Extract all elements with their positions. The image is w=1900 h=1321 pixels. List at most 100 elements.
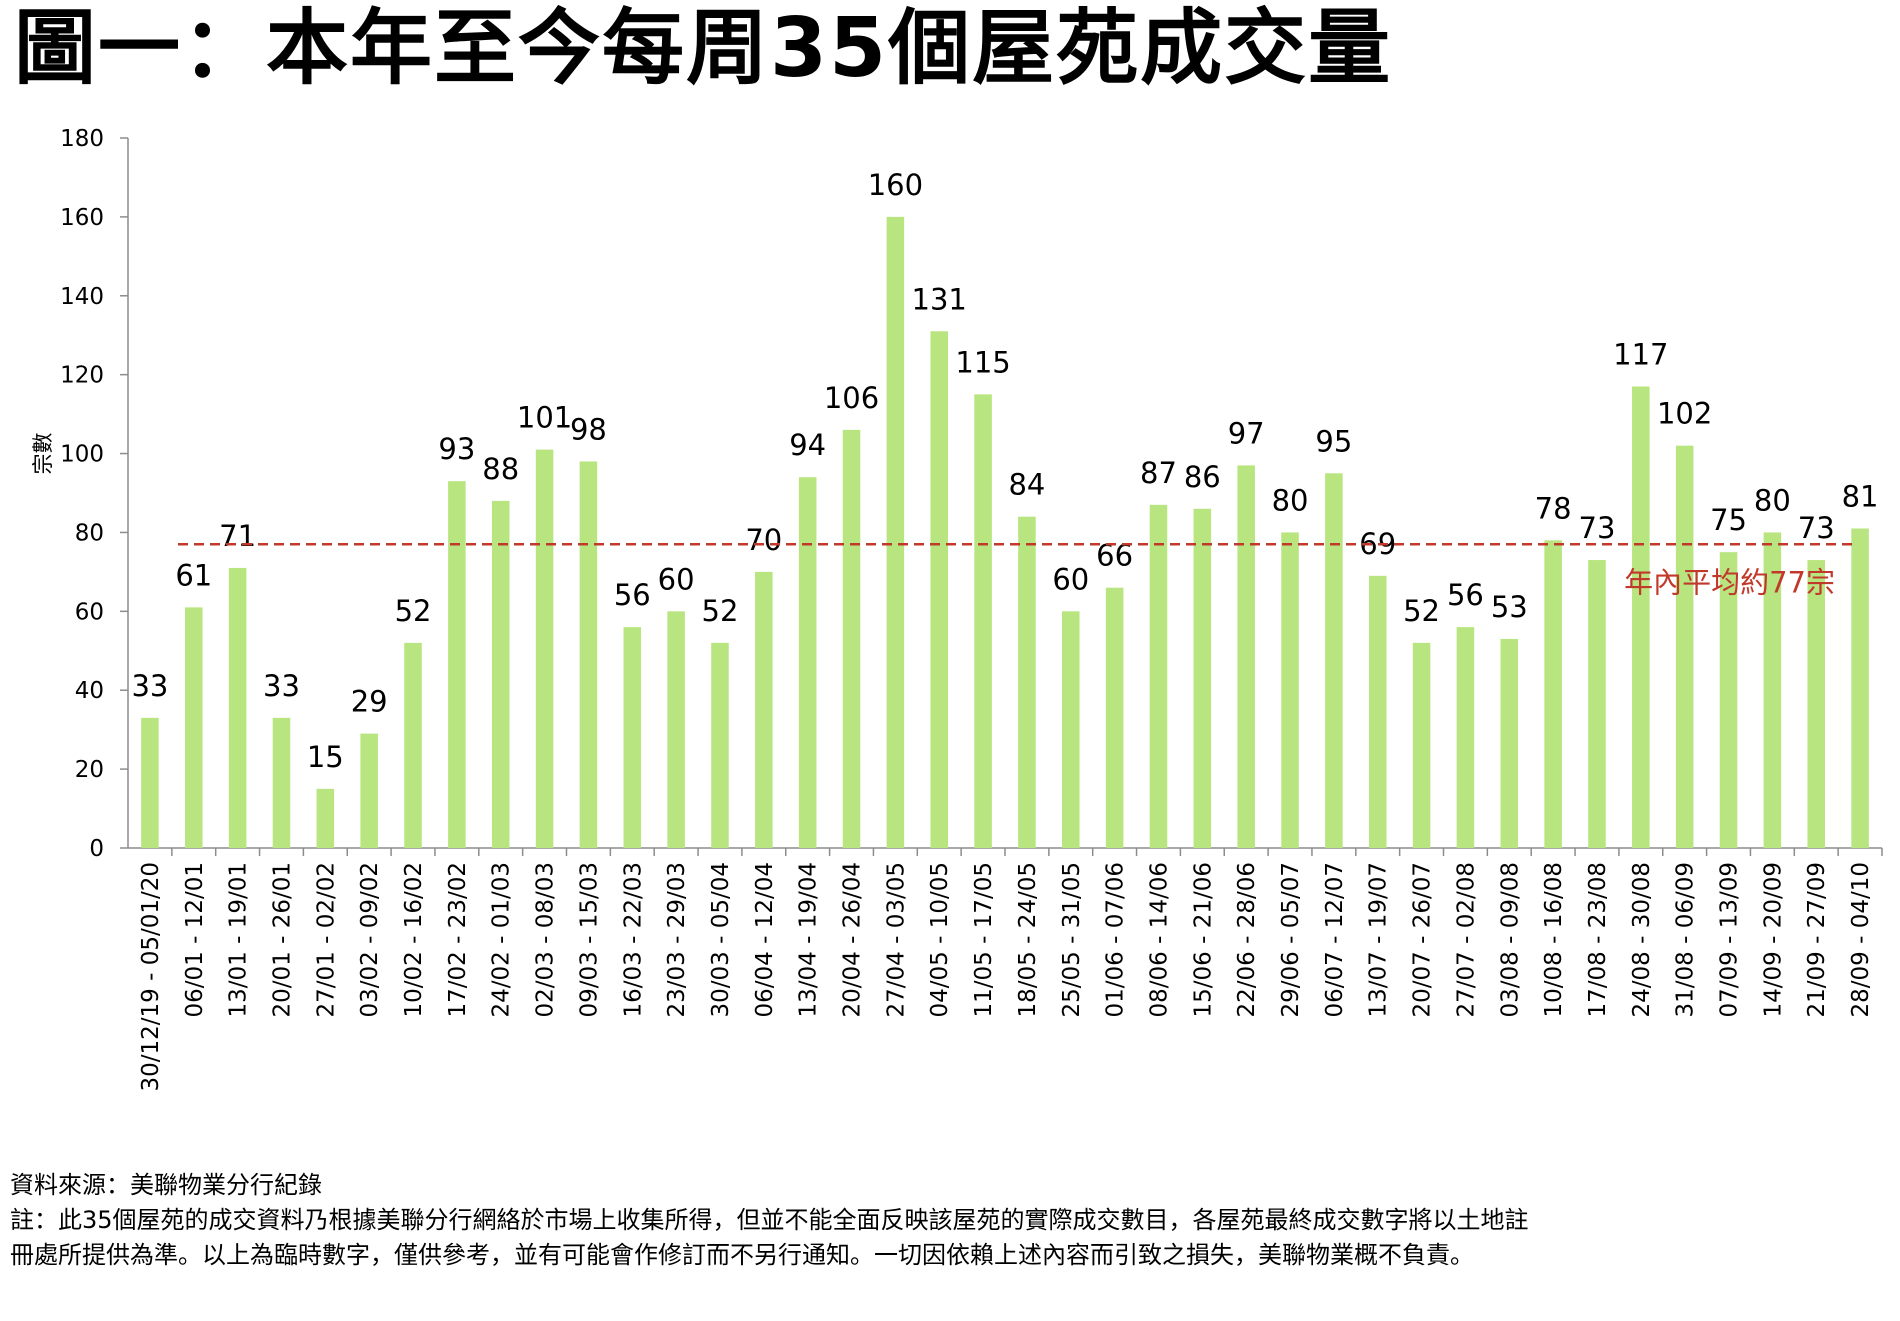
- bar: [1193, 508, 1212, 848]
- bar: [1325, 473, 1343, 848]
- bar-value-label: 61: [175, 558, 212, 592]
- x-tick-label: 18/05 - 24/05: [1015, 862, 1041, 1018]
- x-tick-label: 25/05 - 31/05: [1059, 862, 1085, 1018]
- source-note: 資料來源：美聯物業分行紀錄: [10, 1171, 322, 1199]
- bar-value-label: 52: [702, 594, 739, 628]
- bar: [1149, 504, 1168, 848]
- bar-value-label: 56: [614, 578, 651, 612]
- bar: [974, 394, 992, 848]
- bar: [404, 642, 422, 848]
- bar-value-label: 78: [1535, 491, 1572, 525]
- x-tick-label: 30/12/19 - 05/01/20: [138, 862, 164, 1092]
- bar-value-label: 101: [517, 401, 572, 435]
- bar: [1412, 642, 1431, 848]
- x-tick-label: 06/07 - 12/07: [1322, 862, 1348, 1018]
- bar: [228, 567, 247, 848]
- bar: [316, 788, 335, 848]
- x-tick-label: 23/03 - 29/03: [664, 862, 690, 1018]
- bar-value-label: 80: [1754, 483, 1791, 517]
- disclaimer-line-2: 冊處所提供為準。以上為臨時數字，僅供參考，並有可能會作修訂而不另行通知。一切因依…: [10, 1241, 1474, 1269]
- x-tick-label: 21/09 - 27/09: [1804, 862, 1830, 1018]
- bar-value-label: 98: [570, 412, 607, 446]
- bar: [930, 331, 948, 848]
- bar-value-label: 87: [1140, 456, 1177, 490]
- bar: [1719, 552, 1738, 848]
- x-tick-label: 02/03 - 08/03: [533, 862, 559, 1018]
- bar-value-label: 84: [1008, 468, 1045, 502]
- y-tick-label: 160: [60, 205, 104, 231]
- bar: [1851, 528, 1869, 848]
- bar-value-label: 93: [438, 432, 475, 466]
- bar: [1632, 386, 1650, 848]
- bar-value-label: 117: [1613, 338, 1668, 372]
- bar-value-label: 73: [1798, 511, 1835, 545]
- x-tick-label: 15/06 - 21/06: [1190, 862, 1216, 1018]
- y-tick-label: 180: [60, 126, 104, 152]
- y-tick-label: 40: [75, 678, 104, 704]
- bar-value-label: 33: [263, 669, 300, 703]
- bar-value-label: 106: [824, 381, 879, 415]
- x-tick-label: 09/03 - 15/03: [576, 862, 602, 1018]
- x-tick-label: 04/05 - 10/05: [927, 862, 953, 1018]
- x-tick-label: 14/09 - 20/09: [1760, 862, 1786, 1018]
- y-tick-label: 100: [60, 442, 104, 468]
- x-tick-label: 13/01 - 19/01: [226, 862, 252, 1018]
- x-tick-label: 27/04 - 03/05: [883, 862, 909, 1018]
- x-tick-label: 17/08 - 23/08: [1585, 862, 1611, 1018]
- bar: [1368, 575, 1387, 848]
- bar-value-label: 131: [912, 282, 967, 316]
- x-tick-label: 13/04 - 19/04: [796, 862, 822, 1018]
- footer: 資料來源：美聯物業分行紀錄 註：此35個屋苑的成交資料乃根據美聯分行網絡於市場上…: [10, 1168, 1529, 1273]
- bar: [1456, 627, 1475, 848]
- bar-value-label: 97: [1228, 416, 1265, 450]
- x-tick-label: 28/09 - 04/10: [1848, 862, 1874, 1018]
- bar: [1237, 465, 1255, 848]
- y-tick-label: 0: [89, 836, 104, 862]
- x-tick-label: 10/02 - 16/02: [401, 862, 427, 1018]
- bar: [667, 611, 685, 848]
- x-tick-label: 10/08 - 16/08: [1541, 862, 1567, 1018]
- x-tick-label: 30/03 - 05/04: [708, 862, 734, 1018]
- bar-value-label: 86: [1184, 460, 1221, 494]
- bar-value-label: 56: [1447, 578, 1484, 612]
- bar-value-label: 60: [1052, 562, 1089, 596]
- bar: [1105, 587, 1124, 848]
- bar: [1588, 560, 1606, 848]
- bar-value-label: 88: [482, 452, 519, 486]
- x-tick-label: 17/02 - 23/02: [445, 862, 471, 1018]
- bar-value-label: 29: [351, 685, 388, 719]
- bar: [711, 642, 729, 848]
- bar-value-label: 160: [868, 168, 923, 202]
- x-tick-label: 06/04 - 12/04: [752, 862, 778, 1018]
- chart-title: 圖一：本年至今每周35個屋苑成交量: [14, 1, 1393, 96]
- y-tick-label: 60: [75, 599, 104, 625]
- bar: [448, 481, 466, 848]
- bar: [755, 571, 773, 848]
- bar: [535, 449, 554, 848]
- bar: [1018, 516, 1036, 848]
- bar: [623, 627, 642, 848]
- disclaimer-line-1: 註：此35個屋苑的成交資料乃根據美聯分行網絡於市場上收集所得，但並不能全面反映該…: [10, 1206, 1529, 1234]
- bar: [141, 717, 159, 848]
- bar-value-label: 52: [1403, 594, 1440, 628]
- bar-value-label: 115: [955, 345, 1010, 379]
- bar-value-label: 53: [1491, 590, 1528, 624]
- bar-value-label: 70: [745, 523, 782, 557]
- x-tick-label: 08/06 - 14/06: [1146, 862, 1172, 1018]
- bar: [798, 477, 817, 848]
- bar: [491, 500, 510, 848]
- bar-chart: 0 20 40 60 80 100 120 140 160 180 宗數 33 30/12/19 - 0…: [31, 126, 1883, 1092]
- x-tick-label: 16/03 - 22/03: [620, 862, 646, 1018]
- y-tick-label: 20: [75, 757, 104, 783]
- bar: [1062, 611, 1080, 848]
- bar-value-label: 95: [1315, 424, 1352, 458]
- x-tick-label: 07/09 - 13/09: [1717, 862, 1743, 1018]
- bar-value-label: 73: [1579, 511, 1616, 545]
- bar: [1281, 532, 1299, 848]
- x-tick-label: 13/07 - 19/07: [1366, 862, 1392, 1018]
- y-axis-label: 宗數: [31, 433, 55, 475]
- y-tick-label: 80: [75, 520, 104, 546]
- x-tick-label: 03/08 - 09/08: [1497, 862, 1523, 1018]
- bar-value-label: 71: [219, 519, 256, 553]
- bar-value-label: 102: [1657, 397, 1712, 431]
